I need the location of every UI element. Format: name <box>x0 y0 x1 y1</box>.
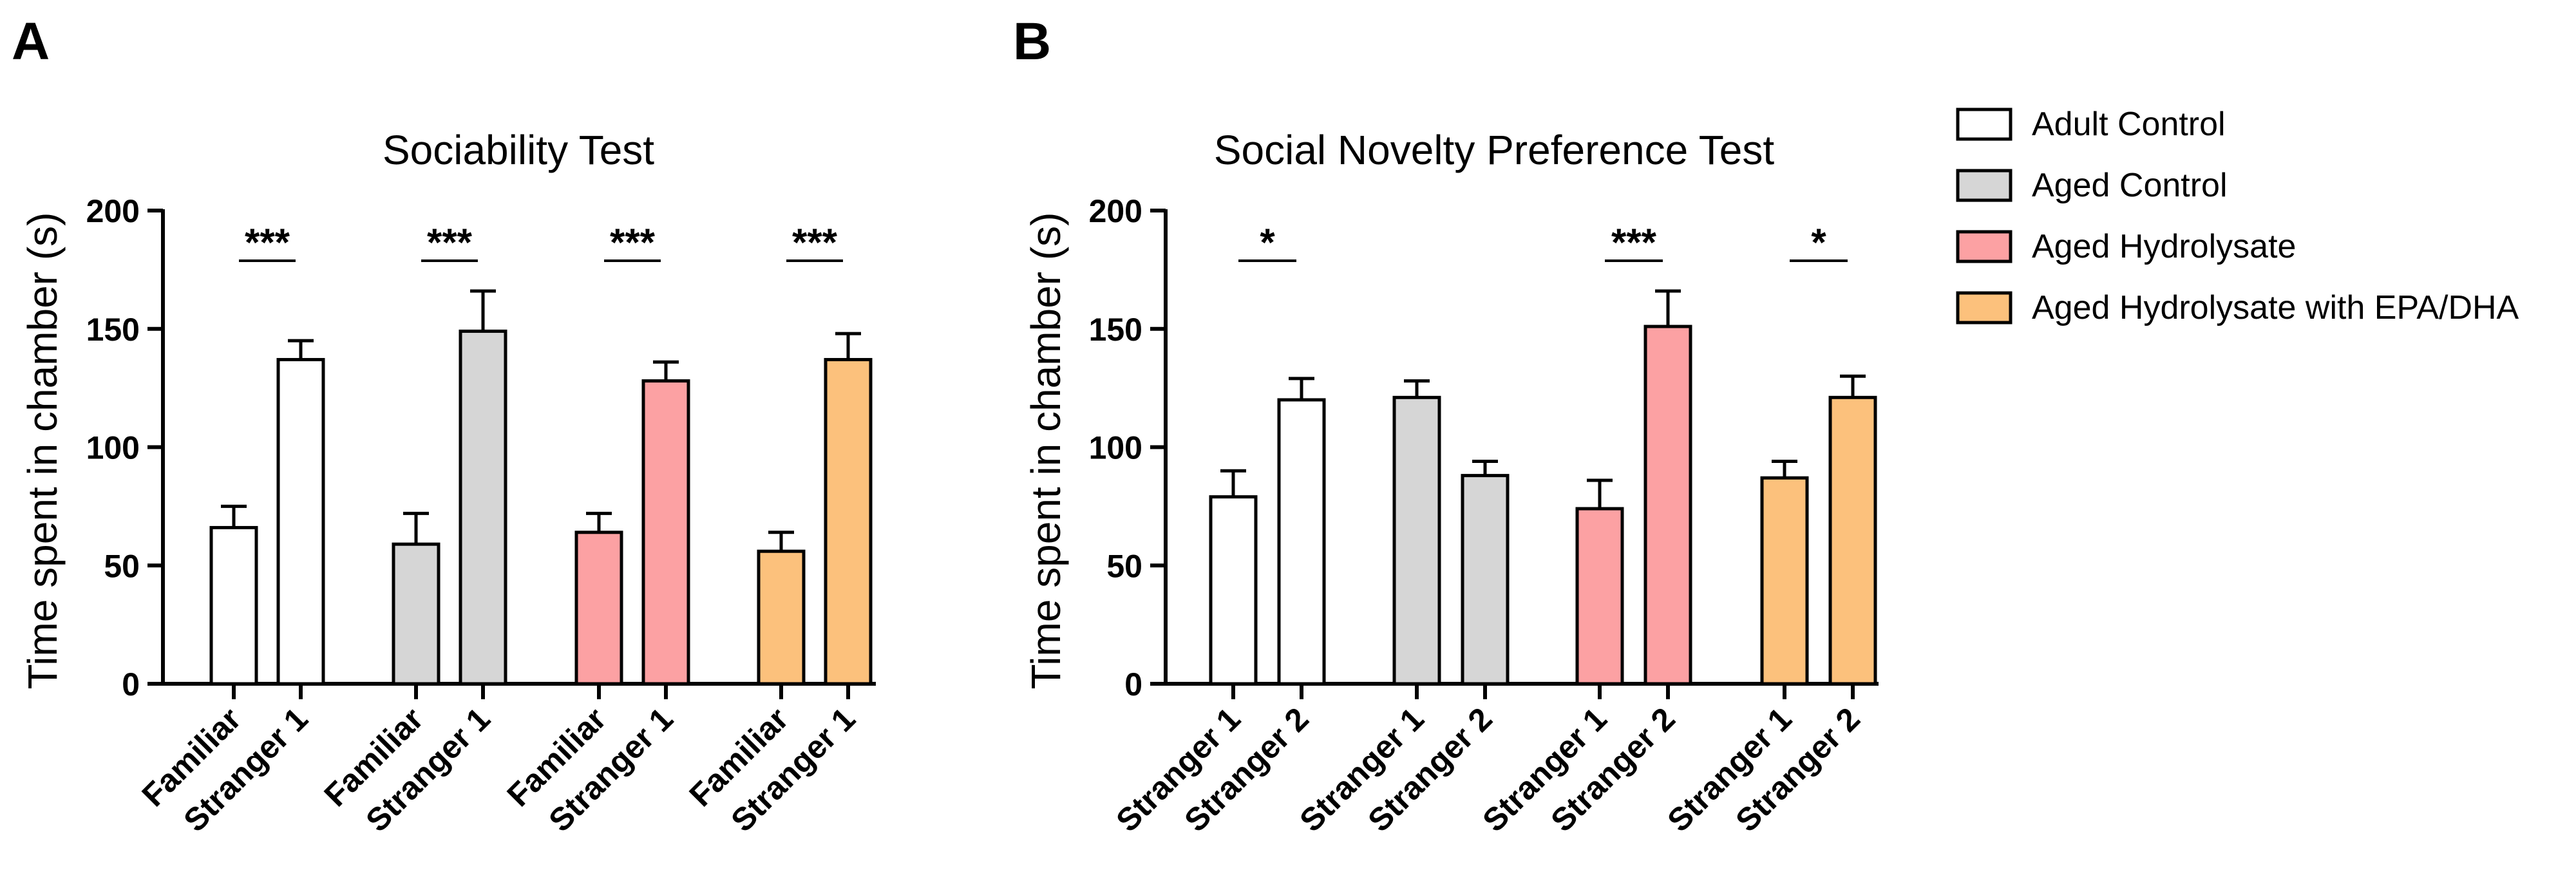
bar-social-novelty-group3-1 <box>1575 507 1624 686</box>
bar-sociability-group4-2 <box>824 358 873 686</box>
bar-social-novelty-group4-1 <box>1760 476 1809 686</box>
bar-social-novelty-group1-1 <box>1209 495 1258 686</box>
significance-marker: *** <box>792 221 838 264</box>
legend-label-3: Aged Hydrolysate <box>2032 228 2296 265</box>
panel-letter-a: A <box>12 12 50 71</box>
chart-title-social-novelty: Social Novelty Preference Test <box>1214 127 1775 173</box>
bar-social-novelty-group4-2 <box>1828 395 1877 686</box>
bar-sociability-group1-2 <box>276 358 325 686</box>
bar-social-novelty-group1-2 <box>1277 398 1326 686</box>
significance-marker: * <box>1260 221 1275 264</box>
bar-social-novelty-group2-2 <box>1461 474 1510 686</box>
y-tick-label: 0 <box>1124 666 1142 702</box>
bar-sociability-group2-1 <box>392 542 440 686</box>
legend: Adult Control Aged Control Aged Hydrolysat… <box>1956 106 2519 326</box>
legend-swatch-4 <box>1956 291 2012 325</box>
chart-sociability: A Sociability Test Time spent in chamber… <box>12 12 876 839</box>
significance-marker: * <box>1811 221 1826 264</box>
y-tick-label: 50 <box>1106 548 1142 584</box>
y-tick-label: 150 <box>86 312 140 348</box>
bar-sociability-group2-2 <box>459 329 507 686</box>
legend-swatch-1 <box>1956 108 2012 141</box>
legend-label-4: Aged Hydrolysate with EPA/DHA <box>2032 289 2519 326</box>
bar-sociability-group4-1 <box>757 549 806 686</box>
significance-marker: *** <box>1611 221 1657 264</box>
legend-swatch-3 <box>1956 230 2012 263</box>
chart-social-novelty: B Social Novelty Preference Test Time sp… <box>1013 12 1879 839</box>
chart-title-sociability: Sociability Test <box>383 127 654 173</box>
legend-swatch-2 <box>1956 169 2012 202</box>
bar-social-novelty-group2-1 <box>1392 395 1441 686</box>
y-tick-label: 100 <box>86 430 140 466</box>
legend-label-2: Aged Control <box>2032 167 2228 204</box>
legend-label-1: Adult Control <box>2032 106 2226 143</box>
y-tick-label: 200 <box>1089 193 1142 229</box>
y-tick-label: 150 <box>1089 312 1142 348</box>
y-axis-label-sociability: Time spent in chamber (s) <box>19 212 66 690</box>
y-axis-label-social-novelty: Time spent in chamber (s) <box>1023 212 1069 690</box>
significance-marker: *** <box>245 221 290 264</box>
significance-marker: *** <box>610 221 656 264</box>
significance-marker: *** <box>427 221 473 264</box>
y-tick-label: 50 <box>104 548 140 584</box>
y-tick-label: 100 <box>1089 430 1142 466</box>
bar-social-novelty-group3-2 <box>1643 325 1692 686</box>
panel-letter-b: B <box>1013 12 1051 71</box>
y-tick-label: 200 <box>86 193 140 229</box>
bar-sociability-group3-2 <box>641 379 690 686</box>
bar-sociability-group3-1 <box>574 531 623 686</box>
y-tick-label: 0 <box>122 666 140 702</box>
bar-sociability-group1-1 <box>209 525 258 686</box>
